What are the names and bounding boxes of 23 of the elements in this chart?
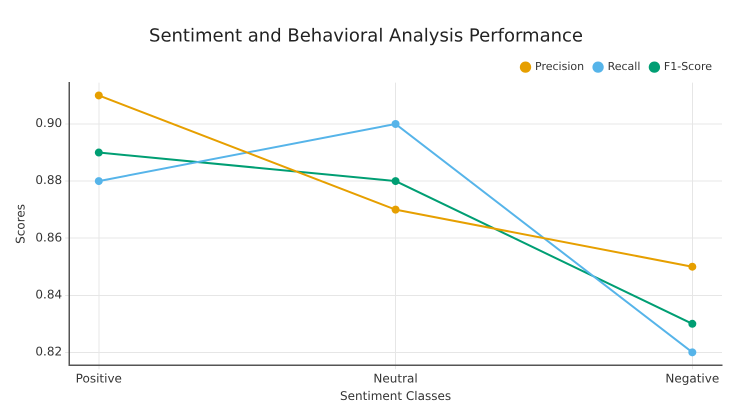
y-axis-title: Scores xyxy=(13,204,28,244)
y-tick-label: 0.90 xyxy=(35,116,62,130)
point xyxy=(392,120,400,128)
y-tick-label: 0.88 xyxy=(35,173,62,188)
point xyxy=(392,177,400,186)
x-tick-label: Negative xyxy=(665,372,720,386)
point xyxy=(94,177,103,186)
point xyxy=(94,91,103,100)
point xyxy=(688,348,696,356)
legend-label: Precision xyxy=(535,60,584,73)
point xyxy=(688,320,696,328)
x-tick-label: Positive xyxy=(76,372,122,386)
point xyxy=(94,148,103,157)
y-tick-label: 0.86 xyxy=(35,230,62,244)
point xyxy=(392,206,400,214)
y-tick-label: 0.84 xyxy=(35,287,62,302)
legend-label: F1-Score xyxy=(664,60,712,73)
chart-title: Sentiment and Behavioral Analysis Performance xyxy=(149,25,583,46)
point xyxy=(688,262,696,271)
x-axis-title: Sentiment Classes xyxy=(340,388,452,403)
legend-label: Recall xyxy=(608,60,640,73)
x-tick-label: Neutral xyxy=(373,372,418,386)
y-tick-label: 0.82 xyxy=(35,344,62,358)
